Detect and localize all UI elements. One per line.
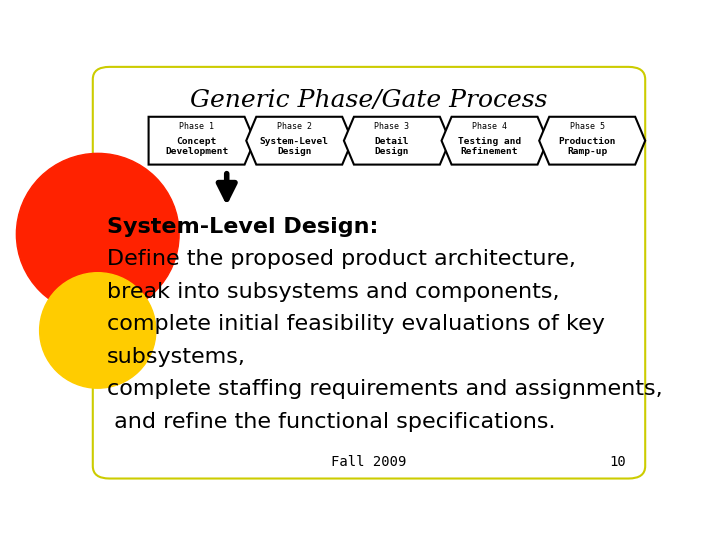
Text: Detail
Design: Detail Design bbox=[374, 137, 409, 156]
Text: break into subsystems and components,: break into subsystems and components, bbox=[107, 282, 559, 302]
FancyBboxPatch shape bbox=[81, 58, 657, 487]
Polygon shape bbox=[441, 117, 547, 165]
Text: Production
Ramp-up: Production Ramp-up bbox=[559, 137, 616, 156]
Polygon shape bbox=[539, 117, 645, 165]
Text: Phase 3: Phase 3 bbox=[374, 122, 410, 131]
Ellipse shape bbox=[40, 273, 156, 388]
Text: System-Level Design:: System-Level Design: bbox=[107, 217, 378, 237]
Text: Phase 2: Phase 2 bbox=[276, 122, 312, 131]
Text: Fall 2009: Fall 2009 bbox=[331, 455, 407, 469]
Text: Phase 1: Phase 1 bbox=[179, 122, 214, 131]
Text: Testing and
Refinement: Testing and Refinement bbox=[458, 137, 521, 156]
Ellipse shape bbox=[17, 153, 179, 315]
Text: System-Level
Design: System-Level Design bbox=[260, 137, 329, 156]
Text: subsystems,: subsystems, bbox=[107, 347, 246, 367]
Text: Define the proposed product architecture,: Define the proposed product architecture… bbox=[107, 249, 575, 269]
Polygon shape bbox=[148, 117, 255, 165]
Text: complete staffing requirements and assignments,: complete staffing requirements and assig… bbox=[107, 379, 662, 399]
Polygon shape bbox=[246, 117, 352, 165]
Polygon shape bbox=[344, 117, 450, 165]
Text: Generic Phase/Gate Process: Generic Phase/Gate Process bbox=[190, 89, 548, 112]
Text: Phase 5: Phase 5 bbox=[570, 122, 605, 131]
Text: Concept
Development: Concept Development bbox=[165, 137, 228, 156]
Text: complete initial feasibility evaluations of key: complete initial feasibility evaluations… bbox=[107, 314, 605, 334]
Text: 10: 10 bbox=[609, 455, 626, 469]
FancyBboxPatch shape bbox=[81, 58, 657, 487]
Text: Phase 4: Phase 4 bbox=[472, 122, 507, 131]
Text: and refine the functional specifications.: and refine the functional specifications… bbox=[107, 411, 555, 431]
